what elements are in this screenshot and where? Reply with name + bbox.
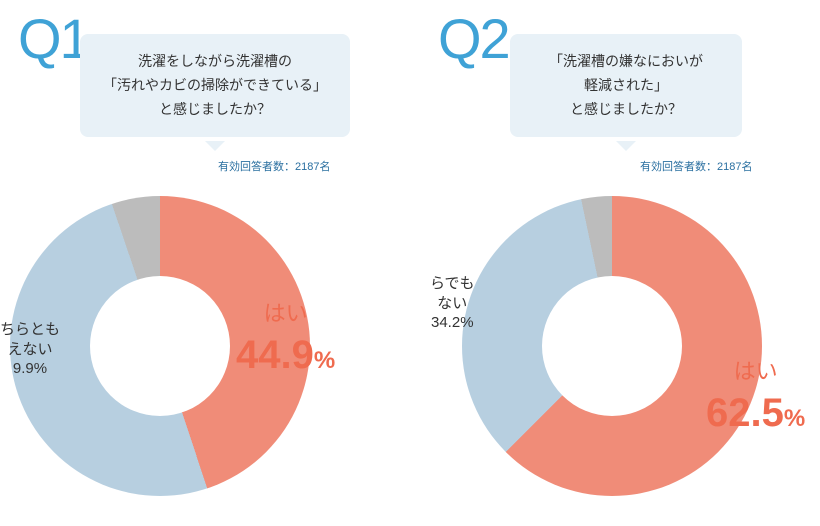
q2-yes-label: はい 62.5% (706, 358, 805, 439)
q1-neither-label: ちらとも えない 9.9% (0, 320, 60, 379)
q2-neither-pct: 34.2% (430, 313, 475, 333)
q1-panel: Q1 洗濯をしながら洗濯槽の 「汚れやカビの掃除ができている」 と感じましたか？… (0, 0, 410, 526)
q2-respondent-count: 有効回答者数：2187名 (640, 158, 752, 174)
q1-donut-hole (90, 276, 230, 416)
q1-question-line1: 洗濯をしながら洗濯槽の (138, 53, 292, 69)
q2-pie-chart (462, 196, 762, 496)
q2-question-line1: 「洗濯槽の嫌なにおいが (549, 53, 703, 69)
q2-yes-pct: 62.5 (706, 391, 784, 435)
q1-question-line3: と感じましたか？ (159, 101, 271, 117)
q2-neither-label: らでも ない 34.2% (430, 274, 475, 333)
q2-donut-hole (542, 276, 682, 416)
q2-yes-unit: % (784, 405, 805, 432)
q1-neither-line2: えない (0, 340, 60, 360)
q1-neither-line1: ちらとも (0, 320, 60, 340)
q1-respondent-count: 有効回答者数：2187名 (218, 158, 330, 174)
q2-yes-name: はい (706, 358, 805, 387)
q2-number: Q2 (438, 6, 509, 71)
q2-yes-pct-row: 62.5% (706, 387, 805, 439)
q1-yes-name: はい (236, 300, 335, 329)
q1-number: Q1 (18, 6, 89, 71)
q2-neither-line2: ない (430, 294, 475, 314)
q2-neither-line1: らでも (430, 274, 475, 294)
q2-panel: Q2 「洗濯槽の嫌なにおいが 軽減された」 と感じましたか？ 有効回答者数：21… (410, 0, 820, 526)
q1-question-bubble: 洗濯をしながら洗濯槽の 「汚れやカビの掃除ができている」 と感じましたか？ (80, 34, 350, 137)
q2-question-bubble: 「洗濯槽の嫌なにおいが 軽減された」 と感じましたか？ (510, 34, 742, 137)
q1-yes-pct-row: 44.9% (236, 329, 335, 381)
q1-yes-pct: 44.9 (236, 333, 314, 377)
q1-question-line2: 「汚れやカビの掃除ができている」 (103, 77, 327, 93)
q1-neither-pct: 9.9% (0, 359, 60, 379)
q1-yes-label: はい 44.9% (236, 300, 335, 381)
q2-question-line2: 軽減された」 (584, 77, 668, 93)
q2-question-line3: と感じましたか？ (570, 101, 682, 117)
q1-yes-unit: % (314, 347, 335, 374)
